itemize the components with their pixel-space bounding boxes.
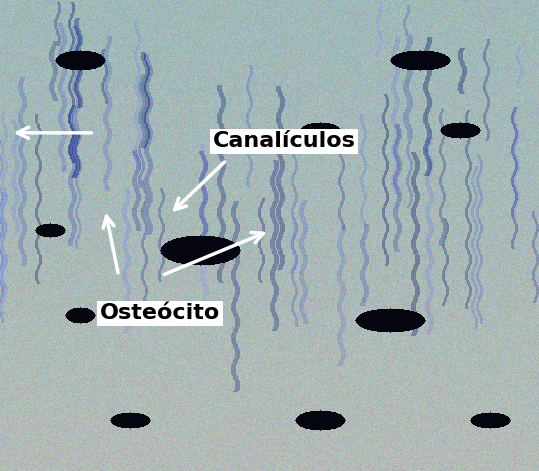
Text: Canalículos: Canalículos [213,131,356,151]
Text: Osteócito: Osteócito [100,303,220,323]
